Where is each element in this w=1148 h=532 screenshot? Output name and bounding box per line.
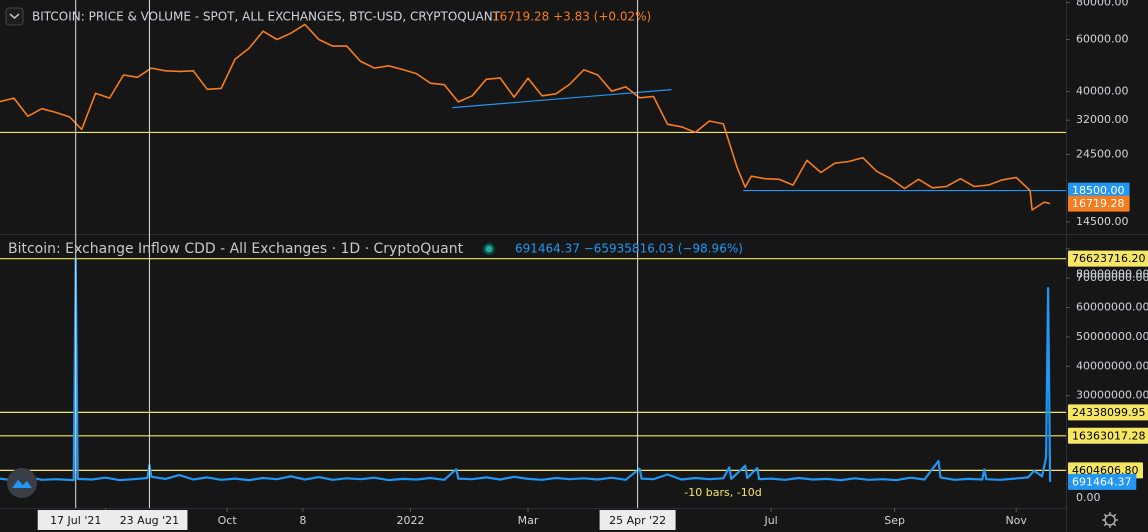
trend-line bbox=[452, 89, 672, 109]
x-tick-label: 8 bbox=[299, 514, 306, 527]
x-tick-label: Sep bbox=[884, 514, 905, 527]
price-badge bbox=[1068, 473, 1137, 490]
price-badge-label: 691464.37 bbox=[1072, 475, 1132, 488]
chevron bbox=[9, 13, 20, 20]
y-tick-label: 32000.00 bbox=[1076, 113, 1129, 126]
indicator-title: Bitcoin: Exchange Inflow CDD - All Excha… bbox=[8, 241, 464, 257]
price-badge bbox=[1068, 427, 1148, 444]
x-tick-label: Nov bbox=[1005, 514, 1027, 527]
y-tick-label: 14500.00 bbox=[1076, 215, 1129, 228]
status-dot bbox=[485, 245, 493, 253]
series-line bbox=[0, 257, 1052, 482]
price-badge-label: 16363017.28 bbox=[1072, 429, 1145, 442]
price-badge-label: 4604606.80 bbox=[1072, 464, 1138, 477]
price-badge bbox=[1068, 404, 1148, 421]
x-tick-label: 2022 bbox=[396, 514, 424, 527]
x-tick-label: Oct bbox=[218, 514, 238, 527]
indicator-legend-value: 691464.37 −65935816.03 (−98.96%) bbox=[515, 242, 743, 256]
logo-bg[interactable] bbox=[7, 468, 37, 498]
x-tick-label: Mar bbox=[518, 514, 539, 527]
x-tick-label: Jul bbox=[763, 514, 777, 527]
y-tick-label: 40000.00 bbox=[1076, 85, 1129, 98]
price-badge-label: 24338099.95 bbox=[1072, 406, 1145, 419]
series-line bbox=[0, 23, 1051, 211]
y-tick-label: 24500.00 bbox=[1076, 148, 1129, 161]
date-badge-label: 25 Apr '22 bbox=[609, 514, 666, 527]
price-badge-label: 18500.00 bbox=[1072, 184, 1125, 197]
y-tick-label: 50000000.00 bbox=[1076, 330, 1148, 343]
y-tick-label: 70000000.00 bbox=[1076, 271, 1148, 284]
logo-mark bbox=[12, 480, 32, 488]
y-tick-label: 60000.00 bbox=[1076, 32, 1129, 45]
collapse-box[interactable] bbox=[5, 7, 24, 26]
logo[interactable] bbox=[7, 468, 37, 498]
price-badge bbox=[1068, 195, 1130, 212]
date-badge bbox=[599, 510, 676, 530]
settings-button[interactable] bbox=[1102, 512, 1118, 528]
price-legend-value: 16719.28 +3.83 (+0.02%) bbox=[492, 10, 651, 24]
date-badge bbox=[37, 510, 114, 530]
y-tick-label: 80000.00 bbox=[1076, 0, 1129, 9]
y-tick-label: 80000000.00 bbox=[1076, 268, 1148, 281]
date-badge bbox=[111, 510, 188, 530]
price-title: BITCOIN: PRICE & VOLUME - SPOT, ALL EXCH… bbox=[32, 10, 501, 24]
y-tick-label: 0.00 bbox=[1076, 491, 1101, 504]
collapse-button[interactable] bbox=[5, 7, 24, 26]
price-badge bbox=[1068, 182, 1130, 199]
price-badge bbox=[1068, 250, 1148, 267]
y-tick-label: 30000000.00 bbox=[1076, 389, 1148, 402]
gear-teeth bbox=[1102, 512, 1118, 528]
date-badge-label: 23 Aug '21 bbox=[120, 514, 180, 527]
price-badge-label: 16719.28 bbox=[1072, 197, 1125, 210]
y-tick-label: 40000000.00 bbox=[1076, 359, 1148, 372]
price-badge-label: 76623716.20 bbox=[1072, 252, 1145, 265]
y-tick-label: 60000000.00 bbox=[1076, 301, 1148, 314]
date-badge-label: 17 Jul '21 bbox=[50, 514, 101, 527]
measure-annotation: -10 bars, -10d bbox=[684, 486, 761, 499]
